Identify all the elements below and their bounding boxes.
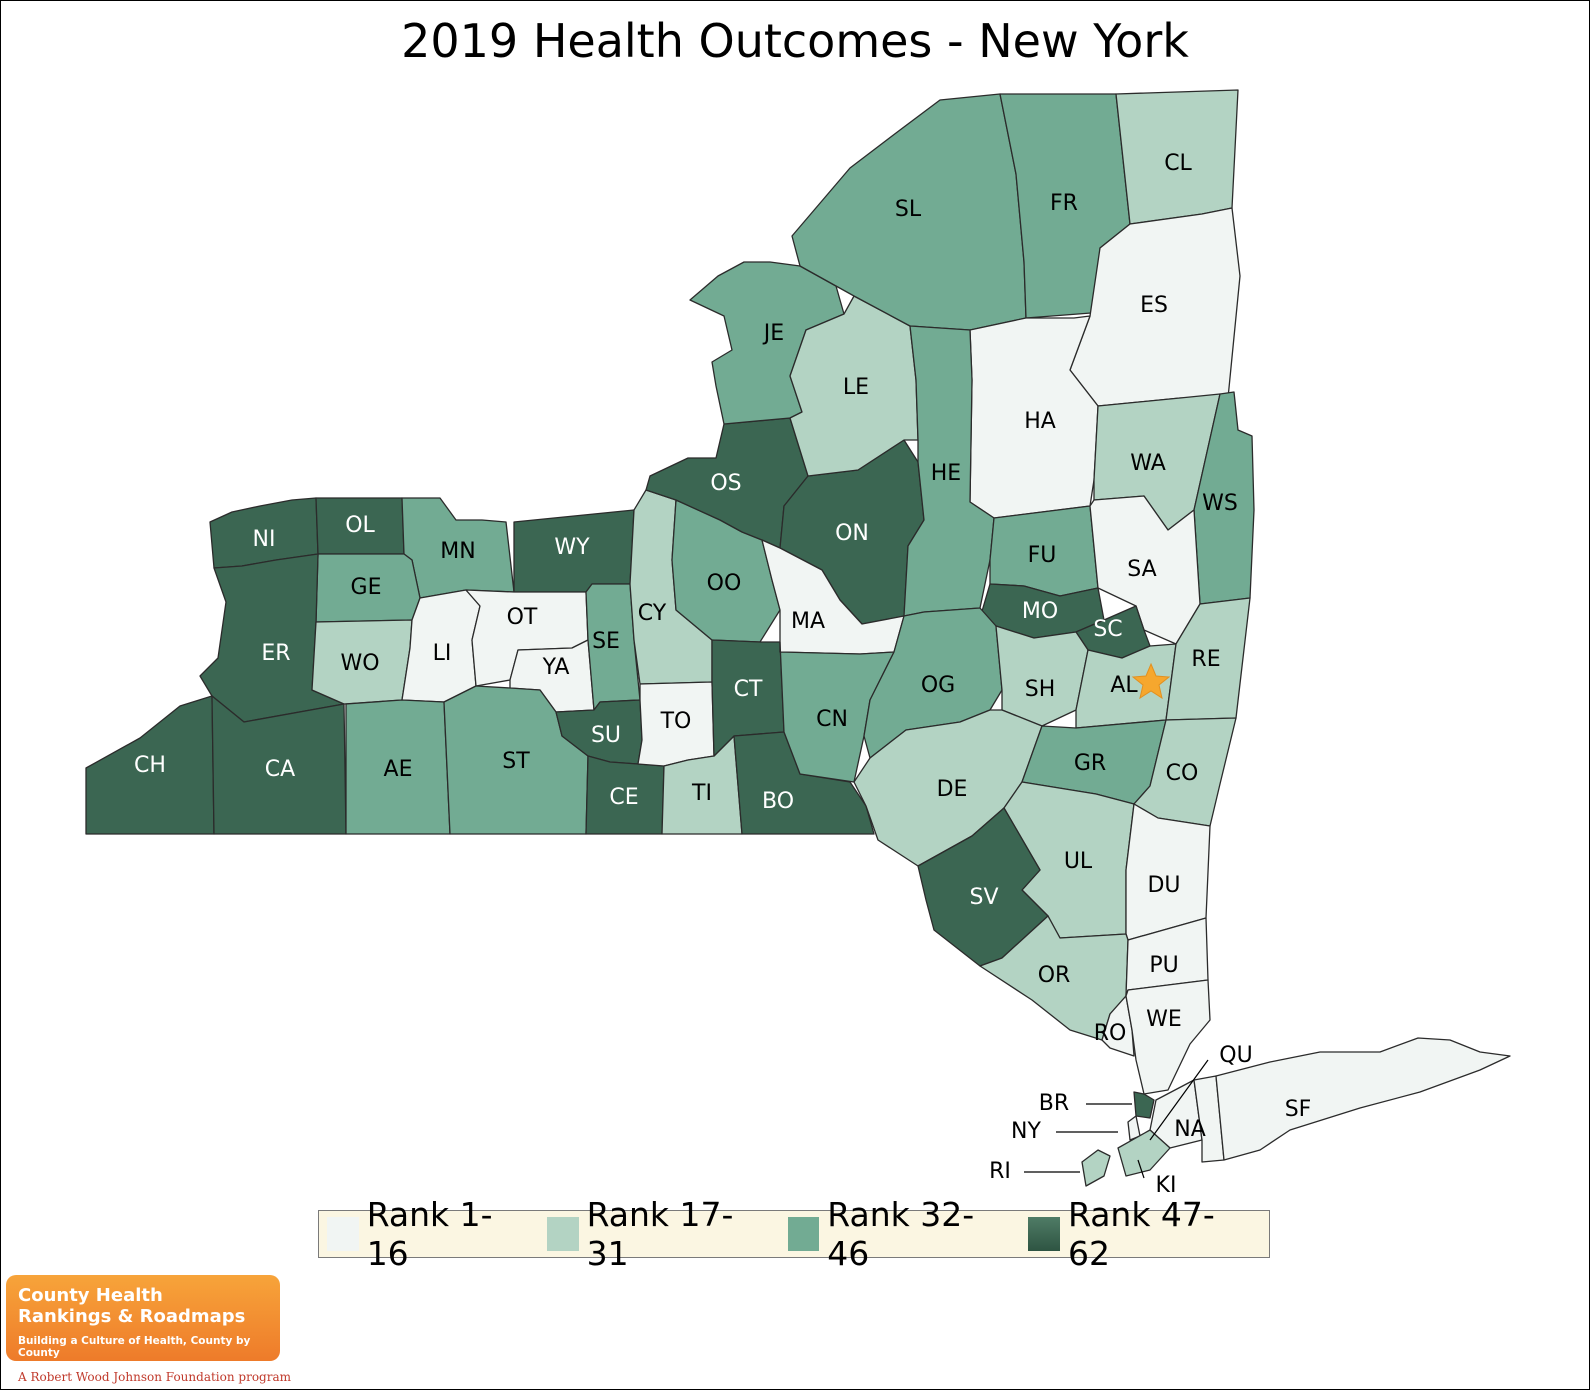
county-label-fr: FR: [1050, 191, 1078, 216]
county-label-ge: GE: [351, 575, 382, 600]
county-label-sv: SV: [969, 885, 998, 910]
county-label-ul: UL: [1064, 849, 1093, 874]
county-qu: [1149, 1079, 1203, 1149]
county-label-ny: NY: [1011, 1119, 1041, 1144]
county-label-ca: CA: [265, 757, 295, 782]
county-label-na: NA: [1174, 1117, 1206, 1142]
county-na: [1193, 1075, 1225, 1163]
map-legend: Rank 1-16 Rank 17-31 Rank 32-46 Rank 47-…: [318, 1195, 1270, 1273]
county-label-re: RE: [1191, 647, 1220, 672]
county-label-se: SE: [592, 629, 620, 654]
county-label-du: DU: [1147, 873, 1180, 898]
legend-swatch: [327, 1217, 359, 1251]
county-ki: [1117, 1129, 1171, 1177]
leader-line: [1149, 1059, 1209, 1141]
county-label-ol: OL: [345, 513, 375, 538]
county-label-og: OG: [921, 673, 955, 698]
county-label-ot: OT: [507, 605, 538, 630]
county-sf: [1215, 1037, 1511, 1161]
county-label-co: CO: [1166, 761, 1199, 786]
county-cn: [779, 641, 895, 783]
county-label-pu: PU: [1149, 953, 1178, 978]
leader-line: [1137, 1159, 1145, 1179]
county-label-we: WE: [1146, 1007, 1182, 1032]
county-re: [1165, 597, 1251, 721]
legend-label: Rank 32-46: [827, 1195, 975, 1273]
county-label-bo: BO: [762, 789, 794, 814]
county-label-gr: GR: [1074, 751, 1106, 776]
county-label-ti: TI: [691, 781, 712, 806]
county-label-ma: MA: [791, 609, 825, 634]
county-label-to: TO: [660, 709, 692, 734]
county-label-qu: QU: [1219, 1043, 1252, 1068]
legend-item-rank-47-62: Rank 47-62: [1028, 1195, 1255, 1273]
map-title: 2019 Health Outcomes - New York: [401, 14, 1189, 68]
county-label-sh: SH: [1025, 677, 1056, 702]
county-label-oo: OO: [707, 571, 742, 596]
county-ri: [1081, 1149, 1111, 1187]
county-label-fu: FU: [1028, 543, 1057, 568]
chr-logo: County Health Rankings & Roadmaps Buildi…: [6, 1275, 280, 1361]
county-label-su: SU: [591, 723, 621, 748]
county-label-ce: CE: [609, 785, 638, 810]
county-br: [1133, 1091, 1155, 1119]
legend-label: Rank 17-31: [586, 1195, 734, 1273]
county-label-cl: CL: [1164, 151, 1192, 176]
legend-label: Rank 47-62: [1067, 1195, 1215, 1273]
county-label-wy: WY: [554, 535, 590, 560]
legend-item-rank-17-31: Rank 17-31: [546, 1195, 774, 1273]
county-label-ws: WS: [1202, 491, 1238, 516]
county-label-wo: WO: [340, 651, 379, 676]
legend-swatch: [787, 1217, 820, 1251]
county-we: [1125, 979, 1211, 1095]
county-label-ni: NI: [253, 527, 276, 552]
legend-swatch: [546, 1217, 579, 1251]
county-label-sl: SL: [895, 197, 922, 222]
county-label-or: OR: [1038, 963, 1071, 988]
logo-line-1: County Health: [18, 1285, 163, 1306]
county-label-he: HE: [931, 461, 961, 486]
county-label-ya: YA: [542, 655, 570, 680]
county-label-ri: RI: [989, 1159, 1011, 1184]
county-label-wa: WA: [1130, 451, 1166, 476]
county-sh: [995, 625, 1089, 727]
county-label-je: JE: [762, 321, 784, 346]
county-label-ct: CT: [734, 677, 763, 702]
county-label-sa: SA: [1127, 557, 1156, 582]
county-label-ha: HA: [1024, 409, 1056, 434]
county-label-mn: MN: [440, 539, 475, 564]
county-label-de: DE: [937, 777, 968, 802]
county-label-le: LE: [843, 375, 869, 400]
county-ca: [211, 695, 347, 835]
county-label-ch: CH: [134, 753, 166, 778]
county-label-sf: SF: [1285, 1097, 1312, 1122]
sponsor-line: A Robert Wood Johnson Foundation program: [18, 1370, 291, 1384]
county-du: [1125, 803, 1211, 941]
county-label-ki: KI: [1156, 1173, 1177, 1198]
logo-tagline: Building a Culture of Health, County by …: [18, 1335, 251, 1359]
county-label-cn: CN: [816, 707, 848, 732]
legend-item-rank-32-46: Rank 32-46: [787, 1195, 1015, 1273]
county-label-ae: AE: [384, 757, 413, 782]
county-label-es: ES: [1140, 293, 1168, 318]
county-label-ro: RO: [1094, 1021, 1127, 1046]
county-label-on: ON: [835, 521, 869, 546]
county-label-st: ST: [502, 749, 530, 774]
county-label-li: LI: [433, 641, 452, 666]
county-label-mo: MO: [1022, 599, 1058, 624]
county-label-sc: SC: [1093, 617, 1122, 642]
county-label-er: ER: [261, 641, 290, 666]
logo-line-2: Rankings & Roadmaps: [18, 1306, 246, 1327]
county-label-br: BR: [1039, 1091, 1069, 1116]
legend-swatch: [1028, 1217, 1060, 1251]
legend-label: Rank 1-16: [366, 1195, 493, 1273]
county-label-cy: CY: [638, 601, 667, 626]
legend-item-rank-1-16: Rank 1-16: [327, 1195, 533, 1273]
star-icon: [1131, 662, 1171, 700]
county-label-os: OS: [710, 471, 741, 496]
